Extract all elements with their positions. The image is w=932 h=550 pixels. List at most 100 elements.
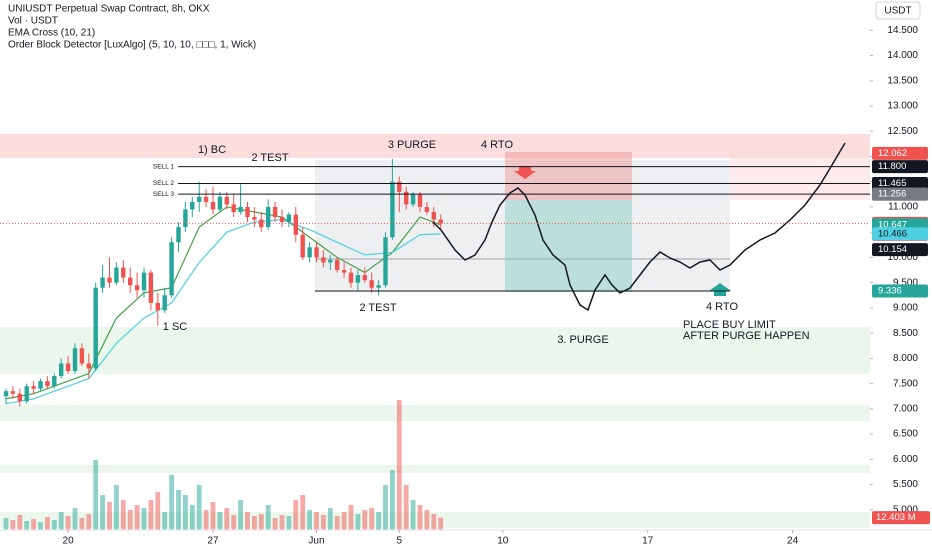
volume-bar (245, 512, 250, 530)
volume-bar (334, 516, 340, 530)
candle-body (210, 201, 216, 210)
volume-bar (141, 508, 147, 530)
x-tick-label: 10 (497, 536, 509, 547)
volume-bar (114, 485, 119, 530)
y-tick-label: 10.000 (887, 252, 918, 263)
demand-zone (0, 405, 870, 421)
x-tick-label: 17 (642, 536, 654, 547)
candle-body (196, 196, 202, 202)
candle-body (403, 191, 409, 205)
candle-body (24, 386, 29, 402)
ema-line (5, 218, 441, 405)
x-tick-label: 27 (207, 536, 219, 547)
candle-body (410, 194, 416, 205)
candle-body (59, 363, 64, 377)
candle-body (107, 277, 112, 283)
candle-body (176, 227, 181, 243)
candle-body (162, 295, 167, 311)
candle-body (279, 217, 285, 223)
volume-bar (217, 512, 223, 530)
candle-body (31, 386, 36, 389)
volume-bar (320, 515, 326, 530)
y-tick-label: 9.500 (893, 277, 918, 288)
candle-body (86, 363, 92, 369)
y-tick-label: 5.500 (893, 479, 918, 490)
annotation: 1) BC (198, 144, 226, 156)
candle-body (397, 181, 402, 192)
volume-bar (51, 520, 57, 530)
price-label-bg (872, 146, 928, 160)
volume-bar (176, 490, 181, 530)
volume-bar (410, 500, 416, 530)
volume-bar (38, 522, 43, 530)
volume-bar (210, 502, 216, 530)
candle-body (100, 277, 105, 288)
y-tick-label: 9.000 (893, 303, 918, 314)
annotation: 1 SC (163, 321, 188, 333)
header-line: Order Block Detector [LuxAlgo] (5, 10, 1… (8, 40, 256, 51)
annotation: 3 PURGE (388, 139, 436, 151)
volume-bar (376, 512, 381, 530)
volume-bar (162, 512, 168, 530)
volume-bar (17, 515, 23, 530)
candle-body (203, 196, 209, 202)
candle-body (65, 363, 71, 371)
volume-bar (127, 510, 133, 530)
price-label-bg (872, 160, 928, 174)
price-label: 12.062 (878, 148, 907, 159)
price-label-bg (872, 284, 928, 298)
volume-bar (300, 495, 306, 530)
volume-bar (169, 475, 174, 530)
volume-bar (134, 505, 140, 530)
candle-body (155, 302, 160, 311)
price-axis (870, 0, 932, 550)
y-tick-label: 8.500 (893, 328, 918, 339)
price-label: 11.800 (878, 161, 906, 172)
volume-bar (224, 508, 230, 530)
candle-body (307, 247, 312, 258)
x-tick-label: 20 (63, 536, 75, 547)
candle-body (362, 275, 367, 281)
sell-label: SELL 3 (153, 191, 174, 198)
candle-body (438, 219, 443, 224)
volume-bar (31, 519, 37, 530)
candle-body (183, 209, 188, 228)
candle-body (424, 206, 430, 212)
y-tick-label: 7.500 (893, 378, 918, 389)
volume-bar (65, 516, 71, 530)
volume-bar (203, 510, 209, 530)
candle-body (148, 272, 154, 303)
volume-bar (417, 505, 423, 530)
candle-body (272, 206, 278, 218)
candle-body (417, 194, 423, 207)
y-tick-label: 13.000 (887, 101, 918, 112)
currency-button[interactable] (875, 1, 921, 20)
candle-body (231, 204, 236, 212)
y-tick-label: 6.500 (893, 429, 918, 440)
candle-body (245, 206, 250, 218)
y-tick-label: 6.000 (893, 454, 918, 465)
volume-bar (396, 400, 402, 530)
candle-body (121, 267, 126, 278)
price-label-bg (872, 227, 928, 241)
candle-body (314, 247, 319, 258)
candle-body (286, 214, 292, 223)
annotation: 4 RTO (481, 139, 513, 151)
candle-body (383, 237, 388, 286)
annotation: 4 RTO (706, 301, 738, 313)
volume-bar (120, 500, 126, 530)
volume-bar (45, 517, 50, 530)
volume-bar (238, 500, 243, 530)
volume-bar (189, 505, 195, 530)
annotation: 2 TEST (359, 302, 396, 314)
candle-body (369, 280, 374, 288)
sell-label: SELL 1 (153, 163, 174, 170)
candle-body (52, 376, 57, 387)
candle-body (93, 287, 98, 369)
annotation: PLACE BUY LIMIT (683, 319, 776, 331)
candle-body (341, 270, 347, 273)
candle-body (252, 217, 257, 220)
volume-bar (327, 508, 333, 530)
volume-bar (362, 510, 368, 530)
y-tick-label: 14.500 (887, 25, 918, 36)
